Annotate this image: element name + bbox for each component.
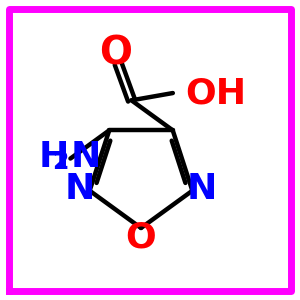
Text: OH: OH	[185, 76, 246, 110]
Text: N: N	[65, 172, 95, 206]
Text: O: O	[99, 34, 132, 72]
Text: N: N	[70, 140, 101, 174]
Text: H: H	[39, 140, 69, 174]
Text: 2: 2	[52, 149, 69, 173]
Text: N: N	[187, 172, 217, 206]
Text: O: O	[126, 220, 156, 255]
